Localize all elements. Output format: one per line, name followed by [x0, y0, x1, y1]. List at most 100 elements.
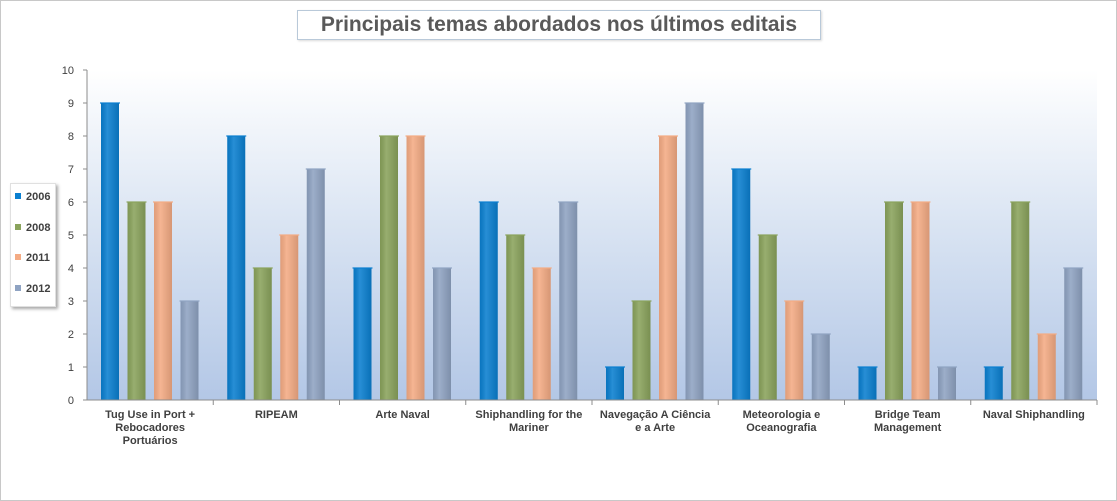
- bar: [531, 267, 552, 400]
- bar-cap: [432, 267, 452, 269]
- bar-shade: [280, 235, 299, 400]
- bar: [305, 168, 326, 400]
- bar: [983, 366, 1004, 400]
- y-tick-label: 8: [68, 131, 74, 143]
- bar-cap: [252, 267, 273, 269]
- bar-shade: [938, 367, 956, 400]
- legend-entry-2011: 2011: [15, 251, 50, 265]
- bar-cap: [279, 234, 300, 236]
- bar-shade: [306, 169, 325, 400]
- y-tick-label: 1: [68, 362, 74, 374]
- bar: [658, 135, 678, 400]
- bar-shade: [253, 268, 272, 400]
- bar: [352, 267, 373, 400]
- category-label: Shiphandling for the: [475, 409, 582, 421]
- bar-shade: [785, 301, 804, 400]
- bar-cap: [757, 234, 778, 236]
- bar: [684, 102, 705, 400]
- bar-shade: [1037, 334, 1056, 400]
- legend-entry-2006: 2006: [15, 190, 50, 204]
- bar: [505, 234, 526, 400]
- bar-cap: [505, 234, 526, 236]
- category-label: Tug Use in Port +: [105, 409, 195, 421]
- bar: [379, 135, 399, 400]
- bar-cap: [937, 366, 957, 368]
- bar-cap: [1010, 201, 1031, 203]
- bar: [558, 201, 579, 400]
- bar-shade: [858, 367, 877, 400]
- bar-cap: [558, 201, 579, 203]
- bar: [1036, 333, 1057, 400]
- category-label: Mariner: [509, 422, 549, 434]
- bar: [1010, 201, 1031, 400]
- bar-shade: [433, 268, 451, 400]
- category-label: Rebocadores: [115, 422, 185, 434]
- y-tick-label: 3: [68, 296, 74, 308]
- legend-swatch: [15, 223, 21, 230]
- y-tick-label: 7: [68, 164, 74, 176]
- legend: 2006 2008 2011 2012: [10, 183, 56, 307]
- bar: [405, 135, 426, 400]
- y-tick-label: 10: [62, 65, 74, 77]
- bar: [757, 234, 778, 400]
- bar-shade: [632, 301, 651, 400]
- bar-cap: [884, 201, 904, 203]
- bar-cap: [684, 102, 705, 104]
- bar: [432, 267, 452, 400]
- bar: [731, 168, 752, 400]
- bar-shade: [227, 136, 246, 400]
- y-tick-label: 4: [68, 263, 74, 275]
- category-label: RIPEAM: [255, 409, 298, 421]
- bar-cap: [631, 300, 652, 302]
- y-tick-label: 0: [68, 395, 74, 407]
- bar-shade: [479, 202, 498, 400]
- bar-cap: [153, 201, 173, 203]
- bar: [279, 234, 300, 400]
- bar: [153, 201, 173, 400]
- bar-shade: [506, 235, 525, 400]
- bar-shade: [659, 136, 677, 400]
- bar-cap: [179, 300, 200, 302]
- y-tick-label: 9: [68, 98, 74, 110]
- bar-cap: [1063, 267, 1084, 269]
- bar-cap: [1036, 333, 1057, 335]
- legend-swatch: [15, 254, 21, 260]
- bar-shade: [154, 202, 172, 400]
- bar: [884, 201, 904, 400]
- y-tick-label: 6: [68, 197, 74, 209]
- category-label: Naval Shiphandling: [983, 409, 1085, 421]
- legend-label: 2008: [26, 221, 51, 234]
- category-label: Navegação A Ciência: [600, 409, 711, 421]
- bar-shade: [685, 103, 704, 400]
- bar-shade: [406, 136, 425, 400]
- category-label: Portuários: [123, 435, 178, 447]
- bar-cap: [478, 201, 499, 203]
- bar-cap: [100, 102, 120, 104]
- category-label: Bridge Team: [875, 409, 941, 421]
- bar: [910, 201, 931, 400]
- bar: [810, 333, 831, 400]
- bar-cap: [379, 135, 399, 137]
- bar-shade: [101, 103, 119, 400]
- bar-shade: [606, 367, 624, 400]
- bar-shade: [811, 334, 830, 400]
- bar-shade: [885, 202, 903, 400]
- legend-swatch: [15, 284, 21, 291]
- bar-shade: [127, 202, 146, 400]
- bar-cap: [910, 201, 931, 203]
- bar-shade: [758, 235, 777, 400]
- bar: [857, 366, 878, 400]
- bar: [631, 300, 652, 400]
- bar-shade: [732, 169, 751, 400]
- bar: [252, 267, 273, 400]
- bar-shade: [380, 136, 398, 400]
- bar: [478, 201, 499, 400]
- bar: [1063, 267, 1084, 400]
- y-tick-label: 5: [68, 230, 74, 242]
- bar-cap: [126, 201, 147, 203]
- bar-cap: [731, 168, 752, 170]
- category-label: Oceanografia: [746, 422, 817, 434]
- bar: [100, 102, 120, 400]
- category-label: Management: [874, 422, 942, 434]
- legend-label: 2011: [26, 252, 50, 264]
